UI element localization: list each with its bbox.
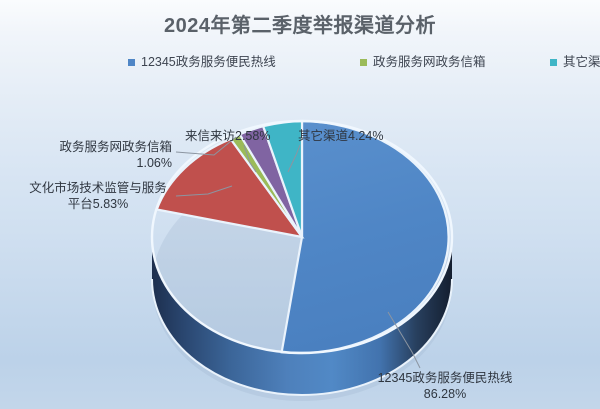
legend-item-label: 其它渠道	[563, 55, 600, 70]
pie-shadow	[152, 169, 452, 401]
pie-slice-hotline[interactable]	[280, 119, 450, 355]
data-label-mailbox: 政务服务网政务信箱1.06%	[59, 140, 172, 171]
legend-swatch-icon	[360, 59, 367, 66]
leader-line-hotline	[387, 311, 421, 369]
pie-top-rim	[150, 119, 454, 355]
legend-item[interactable]: 其它渠道	[550, 53, 600, 72]
data-label-hotline: 12345政务服务便民热线86.28%	[377, 371, 513, 402]
pie-slice-culture-platform[interactable]	[155, 137, 305, 239]
legend-item[interactable]: 12345政务服务便民热线	[128, 53, 360, 72]
page-title: 2024年第二季度举报渠道分析	[164, 15, 436, 37]
leader-line-letters-visits	[243, 144, 257, 173]
data-label-culture-platform: 文化市场技术监管与服务平台5.83%	[29, 181, 167, 212]
data-label-other-channels: 其它渠道4.24%	[298, 129, 384, 143]
pie-slice-mailbox[interactable]	[228, 132, 303, 238]
chart-legend: 12345政务服务便民热线 政务服务网政务信箱 其它渠道 文化市场技术监管与服务…	[128, 53, 600, 72]
data-label-letters-visits: 来信来访2.58%	[185, 129, 271, 143]
legend-item[interactable]: 政务服务网政务信箱	[360, 53, 550, 72]
leader-line-other-channels	[287, 144, 301, 173]
legend-swatch-icon	[550, 59, 557, 66]
leader-line-culture-platform	[175, 185, 233, 197]
legend-item-label: 12345政务服务便民热线	[141, 55, 276, 70]
legend-swatch-icon	[128, 59, 135, 66]
legend-item-label: 政务服务网政务信箱	[373, 55, 486, 70]
